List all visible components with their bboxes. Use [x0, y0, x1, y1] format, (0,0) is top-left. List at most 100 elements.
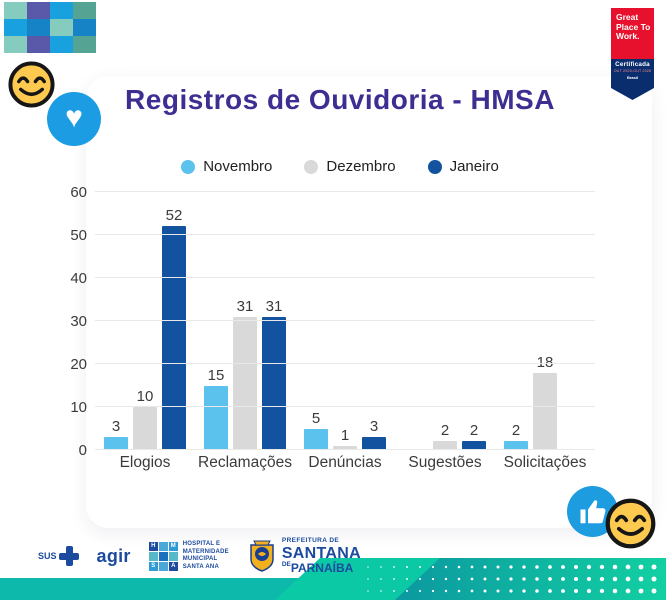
gptw-country: Brasil	[626, 75, 639, 80]
bar-value-label: 2	[469, 422, 479, 440]
gridline	[95, 449, 595, 450]
mosaic-tile	[73, 2, 96, 19]
prefeitura-logo: PREFEITURA DE SANTANA DEPARNAÍBA	[247, 538, 361, 574]
bar-dezembro	[433, 441, 457, 450]
bar-slot: 2	[462, 422, 486, 450]
bar-value-label: 5	[311, 409, 321, 427]
legend-label: Janeiro	[449, 158, 499, 175]
y-tick-label: 20	[70, 356, 87, 373]
hmsa-grid-cell: A	[168, 561, 178, 571]
bar-slot: 2	[433, 422, 457, 450]
mosaic-tile	[27, 2, 50, 19]
x-axis-label: Sugestões	[408, 454, 482, 471]
bar-slot: 3	[104, 418, 128, 450]
bar-value-label: 31	[236, 297, 254, 315]
hmsa-grid-cell	[158, 561, 168, 571]
gridline	[95, 363, 595, 364]
prefeitura-line3: DEPARNAÍBA	[281, 560, 354, 575]
bar-slot: 1	[333, 427, 357, 450]
smiley-icon	[7, 60, 56, 109]
bar-slot: 2	[504, 422, 528, 450]
bar-group-3: 5 1 3	[295, 192, 395, 450]
gridline	[95, 320, 595, 321]
bar-slot: 52	[162, 207, 186, 450]
hmsa-grid-cell	[158, 541, 168, 551]
gridline	[95, 234, 595, 235]
chart-legend: Novembro Dezembro Janeiro	[60, 158, 620, 175]
bar-slot: 15	[204, 366, 228, 450]
bar-slot: 18	[533, 354, 557, 450]
mosaic-tile	[27, 36, 50, 53]
x-axis-labels: Elogios Reclamações Denúncias Sugestões Soli…	[95, 454, 595, 472]
sus-logo: SUS	[38, 546, 79, 566]
prefeitura-line1: PREFEITURA DE	[281, 537, 340, 545]
y-tick-label: 50	[70, 227, 87, 244]
bar-group-1: 3 10 52	[95, 192, 195, 450]
mosaic-tile	[73, 19, 96, 36]
mosaic-tile	[50, 19, 73, 36]
mosaic-tile	[73, 36, 96, 53]
gridline	[95, 277, 595, 278]
prefeitura-text: PREFEITURA DE SANTANA DEPARNAÍBA	[282, 538, 361, 574]
gridline	[95, 406, 595, 407]
legend-item-dezembro: Dezembro	[304, 158, 396, 175]
bar-dezembro	[233, 316, 257, 450]
bar-group-2: 15 31 31	[195, 192, 295, 450]
y-tick-label: 10	[70, 399, 87, 416]
hmsa-name: HOSPITAL E MATERNIDADE MUNICIPAL SANTA ANA	[182, 541, 229, 570]
mosaic-decoration	[4, 2, 96, 53]
bar-slot: 5	[304, 409, 328, 450]
hmsa-grid-cell	[158, 551, 168, 561]
hmsa-grid-cell: M	[168, 541, 178, 551]
heart-glyph: ♥	[65, 100, 83, 134]
bar-value-label: 2	[440, 422, 450, 440]
bar-value-label: 18	[536, 353, 554, 371]
prefeitura-line2: SANTANA	[281, 544, 361, 562]
x-axis-label: Reclamações	[198, 454, 292, 471]
gptw-title: Great Place To Work.	[611, 8, 654, 59]
hmsa-grid-cell	[148, 551, 158, 561]
bar-value-label: 31	[265, 297, 283, 315]
bar-slot: 31	[233, 298, 257, 450]
legend-label: Dezembro	[326, 158, 396, 175]
legend-dot	[304, 159, 319, 174]
dots-pattern	[367, 564, 657, 594]
y-tick-label: 30	[70, 313, 87, 330]
hmsa-grid-cell	[168, 551, 178, 561]
bar-value-label: 15	[207, 366, 225, 384]
sus-cross-icon	[58, 546, 79, 566]
gridline	[95, 191, 595, 192]
chart-title: Registros de Ouvidoria - HMSA	[125, 84, 555, 115]
mosaic-tile	[50, 36, 73, 53]
legend-dot	[427, 159, 442, 174]
heart-icon: ♥	[47, 92, 101, 146]
bar-chart: 3 10 52 15 31 31 5 1 3 2 2 2 18 Elogios Reclamações De…	[70, 184, 595, 471]
hmsa-grid-cell: S	[148, 561, 158, 571]
footer-bands-decoration	[0, 558, 666, 600]
bar-janeiro	[262, 316, 286, 450]
bar-janeiro	[462, 441, 486, 450]
y-tick-label: 40	[70, 270, 87, 287]
band-left	[0, 578, 303, 600]
band-bright	[275, 558, 440, 600]
y-tick-label: 60	[70, 184, 87, 201]
gptw-certified-label: Certificada	[615, 61, 650, 68]
bar-dezembro	[133, 407, 157, 450]
bar-value-label: 3	[111, 418, 121, 436]
bar-slot: 3	[362, 418, 386, 450]
legend-item-novembro: Novembro	[181, 158, 272, 175]
bar-novembro	[204, 385, 228, 450]
smiley-icon-2	[604, 497, 657, 550]
bar-value-label: 52	[165, 207, 183, 225]
bar-value-label: 2	[511, 422, 521, 440]
bar-dezembro	[333, 445, 357, 450]
bar-janeiro	[362, 437, 386, 450]
x-axis-label: Solicitações	[503, 454, 587, 471]
mosaic-tile	[27, 19, 50, 36]
bar-slot: 10	[133, 388, 157, 450]
bar-dezembro	[533, 372, 557, 450]
bar-slot: 31	[262, 298, 286, 450]
